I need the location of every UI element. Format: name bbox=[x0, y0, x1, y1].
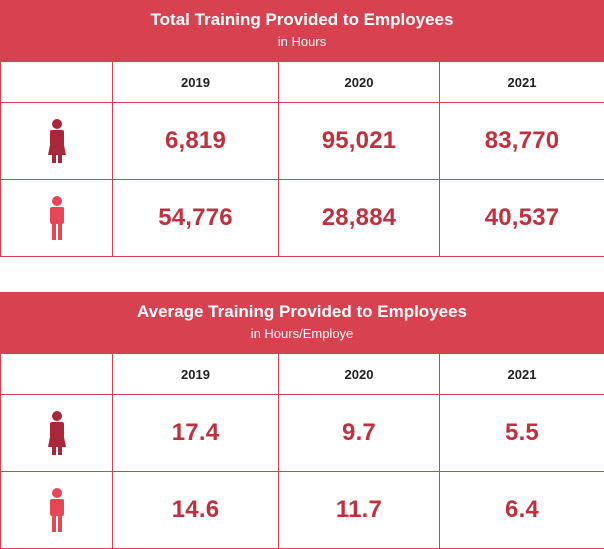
year-header: 2021 bbox=[440, 354, 604, 395]
row-icon-cell bbox=[1, 180, 113, 257]
male-person-icon bbox=[47, 196, 67, 240]
year-header: 2020 bbox=[279, 62, 440, 103]
table-subtitle: in Hours bbox=[0, 33, 604, 50]
table-row-male: 54,776 28,884 40,537 bbox=[1, 180, 604, 257]
empty-corner-cell bbox=[1, 354, 113, 395]
row-icon-cell bbox=[1, 103, 113, 180]
value-cell: 6.4 bbox=[505, 496, 539, 523]
value-cell: 11.7 bbox=[336, 496, 382, 523]
table-subtitle: in Hours/Employe bbox=[0, 325, 604, 342]
table-title: Average Training Provided to Employees bbox=[0, 301, 604, 323]
table-row-female: 6,819 95,021 83,770 bbox=[1, 103, 604, 180]
value-cell: 95,021 bbox=[322, 127, 397, 154]
table-title: Total Training Provided to Employees bbox=[0, 9, 604, 31]
average-training-table: Average Training Provided to Employees i… bbox=[0, 292, 604, 548]
value-cell: 40,537 bbox=[485, 204, 560, 231]
empty-corner-cell bbox=[1, 62, 113, 103]
data-grid: 2019 2020 2021 6,819 95,021 83,770 bbox=[0, 61, 604, 257]
table-header: Average Training Provided to Employees i… bbox=[0, 292, 604, 353]
year-header: 2021 bbox=[440, 62, 604, 103]
row-icon-cell bbox=[1, 395, 113, 472]
value-cell: 9.7 bbox=[342, 419, 376, 446]
female-person-icon bbox=[47, 119, 67, 163]
value-cell: 17.4 bbox=[172, 419, 220, 446]
value-cell: 28,884 bbox=[322, 204, 397, 231]
row-icon-cell bbox=[1, 472, 113, 549]
year-header: 2019 bbox=[113, 62, 279, 103]
year-header: 2020 bbox=[279, 354, 440, 395]
data-grid: 2019 2020 2021 17.4 9.7 5.5 bbox=[0, 353, 604, 549]
year-header-row: 2019 2020 2021 bbox=[1, 62, 604, 103]
value-cell: 6,819 bbox=[165, 127, 226, 154]
value-cell: 54,776 bbox=[158, 204, 233, 231]
value-cell: 14.6 bbox=[172, 496, 220, 523]
value-cell: 5.5 bbox=[505, 419, 539, 446]
value-cell: 83,770 bbox=[485, 127, 560, 154]
female-person-icon bbox=[47, 411, 67, 455]
male-person-icon bbox=[47, 488, 67, 532]
table-row-male: 14.6 11.7 6.4 bbox=[1, 472, 604, 549]
table-row-female: 17.4 9.7 5.5 bbox=[1, 395, 604, 472]
year-header: 2019 bbox=[113, 354, 279, 395]
table-header: Total Training Provided to Employees in … bbox=[0, 0, 604, 61]
year-header-row: 2019 2020 2021 bbox=[1, 354, 604, 395]
total-training-table: Total Training Provided to Employees in … bbox=[0, 0, 604, 256]
